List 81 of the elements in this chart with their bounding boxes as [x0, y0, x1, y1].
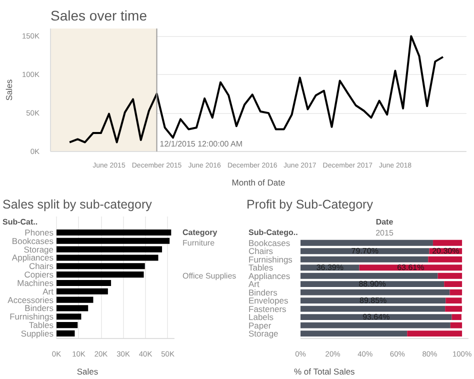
y-tick-label: Furnishings: [248, 254, 292, 264]
bar: [300, 248, 430, 254]
y-tick-label: Copiers: [24, 270, 54, 280]
y-tick-label: Storage: [248, 328, 279, 339]
y-tick-label: Bookcases: [248, 238, 290, 248]
bar: [438, 272, 462, 279]
bar: [56, 305, 88, 312]
y-tick-label: Art: [248, 279, 260, 290]
y-tick-label: Machines: [17, 278, 54, 288]
y-tick-label: Accessories: [8, 294, 54, 305]
text: Date: [376, 217, 394, 226]
bar: [56, 322, 78, 328]
text: Office Supplies: [182, 271, 236, 280]
y-tick-label: Paper: [248, 320, 272, 330]
text: Furniture: [182, 238, 216, 248]
y-tick-label: Phones: [24, 227, 54, 238]
bar: [56, 229, 172, 236]
text: 2015: [376, 228, 394, 238]
data-label: 20.30%: [432, 246, 460, 256]
y-tick-label: Tables: [28, 320, 54, 330]
bar: [300, 330, 408, 337]
y-axis-title: Sub-Catego..: [248, 228, 298, 238]
y-tick-label: Binders: [24, 303, 54, 314]
data-label: 63.61%: [397, 263, 424, 272]
bar: [300, 298, 446, 304]
bar: [300, 289, 450, 296]
chart-title: Sales over time: [50, 8, 148, 24]
bar: [56, 272, 144, 278]
data-label: 79.70%: [351, 246, 378, 256]
bar: [56, 296, 94, 303]
bar: [56, 254, 158, 261]
bar: [56, 246, 162, 252]
bar: [300, 281, 444, 288]
bar: [450, 289, 462, 296]
data-label: 89.85%: [360, 296, 387, 306]
y-tick-label: Envelopes: [248, 296, 288, 306]
bar: [56, 330, 75, 336]
bar: [56, 314, 82, 320]
bar: [300, 256, 428, 262]
x-axis-title: % of Total Sales: [294, 366, 355, 376]
bar: [300, 322, 450, 328]
bar: [445, 306, 462, 312]
y-tick-label: Appliances: [12, 252, 54, 263]
y-tick-label: Binders: [248, 287, 278, 298]
data-label: 88.90%: [358, 280, 386, 289]
y-tick-label: Furnishings: [10, 312, 54, 322]
y-tick-label: Storage: [24, 244, 54, 254]
ref-line-label: 12/1/2015 12:00:00 AM: [160, 140, 243, 148]
bar: [300, 306, 446, 312]
y-axis-title: Sub-Cat..: [2, 217, 38, 226]
chart-title: Sales split by sub-category: [2, 198, 153, 212]
bar: [407, 330, 462, 337]
bar: [56, 263, 145, 270]
chart-title: Profit by Sub-Category: [246, 198, 374, 212]
bar: [56, 280, 112, 286]
y-tick-label: Bookcases: [12, 236, 54, 246]
text: Category: [182, 228, 218, 238]
bar: [300, 314, 452, 320]
y-tick-label: Tables: [248, 262, 274, 273]
y-tick-label: Fasteners: [248, 304, 286, 314]
bar: [56, 288, 108, 294]
x-axis-title: Month of Date: [232, 178, 286, 188]
y-tick-label: Chairs: [248, 246, 274, 256]
bar: [452, 314, 462, 320]
bar: [300, 240, 433, 246]
bar: [450, 322, 462, 328]
bar: [300, 272, 438, 279]
y-tick-label: Appliances: [248, 270, 290, 281]
x-axis-title: Sales: [76, 366, 98, 376]
data-label: 93.64%: [362, 312, 390, 322]
y-tick-label: Labels: [248, 312, 274, 322]
bar: [446, 298, 462, 304]
bar: [428, 256, 462, 262]
y-tick-label: Supplies: [20, 328, 54, 338]
data-label: 36.39%: [316, 263, 344, 272]
bar: [56, 238, 170, 244]
y-tick-label: Art: [42, 286, 54, 296]
bar: [432, 240, 462, 246]
y-tick-label: Chairs: [28, 261, 54, 272]
bar: [444, 281, 462, 288]
y-axis-title: Sales: [4, 79, 14, 101]
